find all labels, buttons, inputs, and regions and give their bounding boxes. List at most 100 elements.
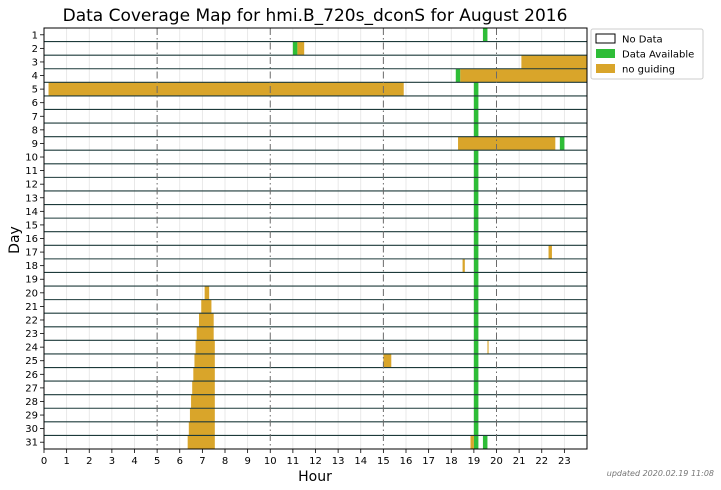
y-tick-label: 4 <box>32 71 38 82</box>
x-tick-label: 23 <box>558 456 571 467</box>
segment-no-guiding <box>462 258 465 273</box>
y-tick-label: 21 <box>25 302 38 313</box>
x-tick-label: 10 <box>264 456 277 467</box>
y-tick-label: 26 <box>25 370 38 381</box>
segment-no-guiding <box>196 326 214 341</box>
y-tick-label: 23 <box>25 329 38 340</box>
y-tick-label: 25 <box>25 356 38 367</box>
y-axis-label: Day <box>7 226 23 254</box>
y-tick-label: 22 <box>25 315 38 326</box>
legend-label: No Data <box>622 35 663 46</box>
legend-box <box>590 28 704 80</box>
segment-data-available <box>473 408 479 422</box>
x-tick-label: 20 <box>490 456 503 467</box>
segment-no-guiding <box>201 299 212 314</box>
x-tick-label: 17 <box>422 456 435 467</box>
segment-data-available <box>473 95 479 110</box>
y-tick-label: 24 <box>25 343 38 354</box>
grid-lines <box>66 28 565 449</box>
x-tick-label: 5 <box>154 456 160 467</box>
x-tick-label: 21 <box>513 456 526 467</box>
y-tick-label: 31 <box>25 438 38 449</box>
y-tick-label: 20 <box>25 288 38 299</box>
segment-data-available <box>473 204 479 219</box>
x-tick-label: 19 <box>468 456 481 467</box>
y-tick-label: 5 <box>32 85 38 96</box>
legend-swatch <box>596 64 615 73</box>
segment-data-available <box>473 150 479 164</box>
segment-data-available <box>473 367 479 382</box>
segment-no-guiding <box>297 41 305 56</box>
y-tick-label: 14 <box>25 207 38 218</box>
segment-data-available <box>292 41 298 56</box>
legend-swatch <box>596 49 615 58</box>
y-tick-label: 9 <box>32 139 38 150</box>
x-tick-label: 18 <box>445 456 458 467</box>
x-axis-ticks: 0 1 2 3 4 5 6 7 8 9 10 11 12 13 14 15 16 17 18 19 20 21 22 23 <box>41 449 571 467</box>
segment-no-guiding <box>193 367 215 382</box>
segment-data-available <box>455 68 461 83</box>
x-tick-label: 3 <box>109 456 115 467</box>
segment-data-available <box>473 421 479 436</box>
chart-title: Data Coverage Map for hmi.B_720s_dconS f… <box>63 6 568 26</box>
segment-no-guiding <box>521 55 587 69</box>
legend-swatch <box>595 33 616 44</box>
segment-data-available <box>473 123 479 137</box>
segment-data-available <box>473 353 479 368</box>
x-tick-label: 12 <box>309 456 322 467</box>
segment-data-available <box>473 381 479 395</box>
segment-no-guiding <box>204 286 210 300</box>
y-tick-label: 16 <box>25 234 38 245</box>
segment-no-guiding <box>383 353 392 368</box>
segment-no-guiding <box>191 394 215 409</box>
y-tick-label: 15 <box>25 220 38 231</box>
segment-no-guiding <box>48 82 404 96</box>
segment-data-available <box>473 286 479 300</box>
segment-data-available <box>482 435 488 449</box>
segment-no-guiding <box>198 313 214 327</box>
y-tick-label: 7 <box>32 112 38 123</box>
dashed-hour-lines <box>156 28 497 449</box>
y-tick-label: 11 <box>25 166 38 177</box>
x-tick-label: 14 <box>354 456 367 467</box>
x-tick-label: 16 <box>400 456 413 467</box>
y-tick-label: 13 <box>25 193 38 204</box>
x-tick-label: 9 <box>244 456 250 467</box>
y-tick-label: 8 <box>32 125 38 136</box>
y-tick-label: 28 <box>25 397 38 408</box>
segment-data-available <box>473 218 479 232</box>
segment-no-guiding <box>460 68 587 83</box>
y-axis-ticks: 1234567891011121314151617181920212223242… <box>25 30 44 449</box>
x-tick-label: 6 <box>177 456 183 467</box>
x-tick-label: 0 <box>41 456 47 467</box>
y-tick-label: 12 <box>25 180 38 191</box>
segment-no-guiding <box>194 353 215 368</box>
segment-no-guiding <box>548 245 552 259</box>
segment-data-available <box>473 190 479 205</box>
segment-no-guiding <box>470 435 474 449</box>
y-tick-label: 18 <box>25 261 38 272</box>
x-tick-label: 15 <box>377 456 390 467</box>
x-tick-label: 11 <box>287 456 300 467</box>
segment-data-available <box>473 245 479 259</box>
segment-data-available <box>482 28 488 42</box>
segment-data-available <box>473 109 479 124</box>
segment-no-guiding <box>195 340 215 354</box>
legend-label: Data Available <box>622 50 694 61</box>
segment-data-available <box>473 231 479 246</box>
segment-data-available <box>559 136 565 151</box>
legend-label: no guiding <box>622 65 675 76</box>
x-tick-label: 22 <box>535 456 548 467</box>
segment-data-available <box>473 177 479 191</box>
x-tick-label: 1 <box>63 456 69 467</box>
x-tick-label: 7 <box>199 456 205 467</box>
y-tick-label: 19 <box>25 275 38 286</box>
segment-no-guiding <box>487 340 489 354</box>
segment-data-available <box>473 313 479 327</box>
segment-data-available <box>473 272 479 287</box>
segment-data-available <box>473 82 479 96</box>
y-tick-label: 6 <box>32 98 38 109</box>
y-tick-label: 29 <box>25 411 38 422</box>
segment-data-available <box>473 394 479 409</box>
y-tick-label: 1 <box>32 30 38 41</box>
